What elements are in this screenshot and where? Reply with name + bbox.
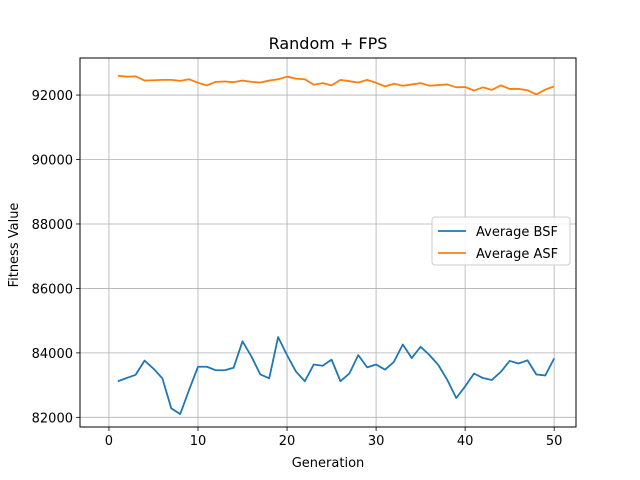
y-axis-label: Fitness Value [7,203,22,288]
x-tick-label: 50 [546,434,563,449]
y-tick-label: 82000 [32,411,73,426]
plot-series [117,74,555,416]
legend: Average BSF Average ASF [431,216,571,266]
x-tick-label: 20 [279,434,296,449]
axis-ticks: 0 10 20 30 40 50 82000 84000 86000 88000 90000 9200… [32,89,563,449]
series-line-0 [117,336,555,416]
x-tick-label: 40 [457,434,474,449]
y-tick-label: 84000 [32,347,73,362]
legend-label-1: Average ASF [476,247,558,262]
legend-box [431,216,571,266]
x-tick-label: 0 [105,434,113,449]
x-tick-label: 10 [190,434,207,449]
plot-frame [79,57,577,428]
y-tick-label: 88000 [32,218,73,233]
y-tick-label: 90000 [32,154,73,169]
y-tick-label: 92000 [32,89,73,104]
x-tick-label: 30 [368,434,385,449]
y-tick-label: 86000 [32,282,73,297]
x-axis-label: Generation [292,456,365,471]
chart-title: Random + FPS [269,34,388,53]
legend-label-0: Average BSF [476,225,558,240]
series-line-1 [117,74,555,96]
